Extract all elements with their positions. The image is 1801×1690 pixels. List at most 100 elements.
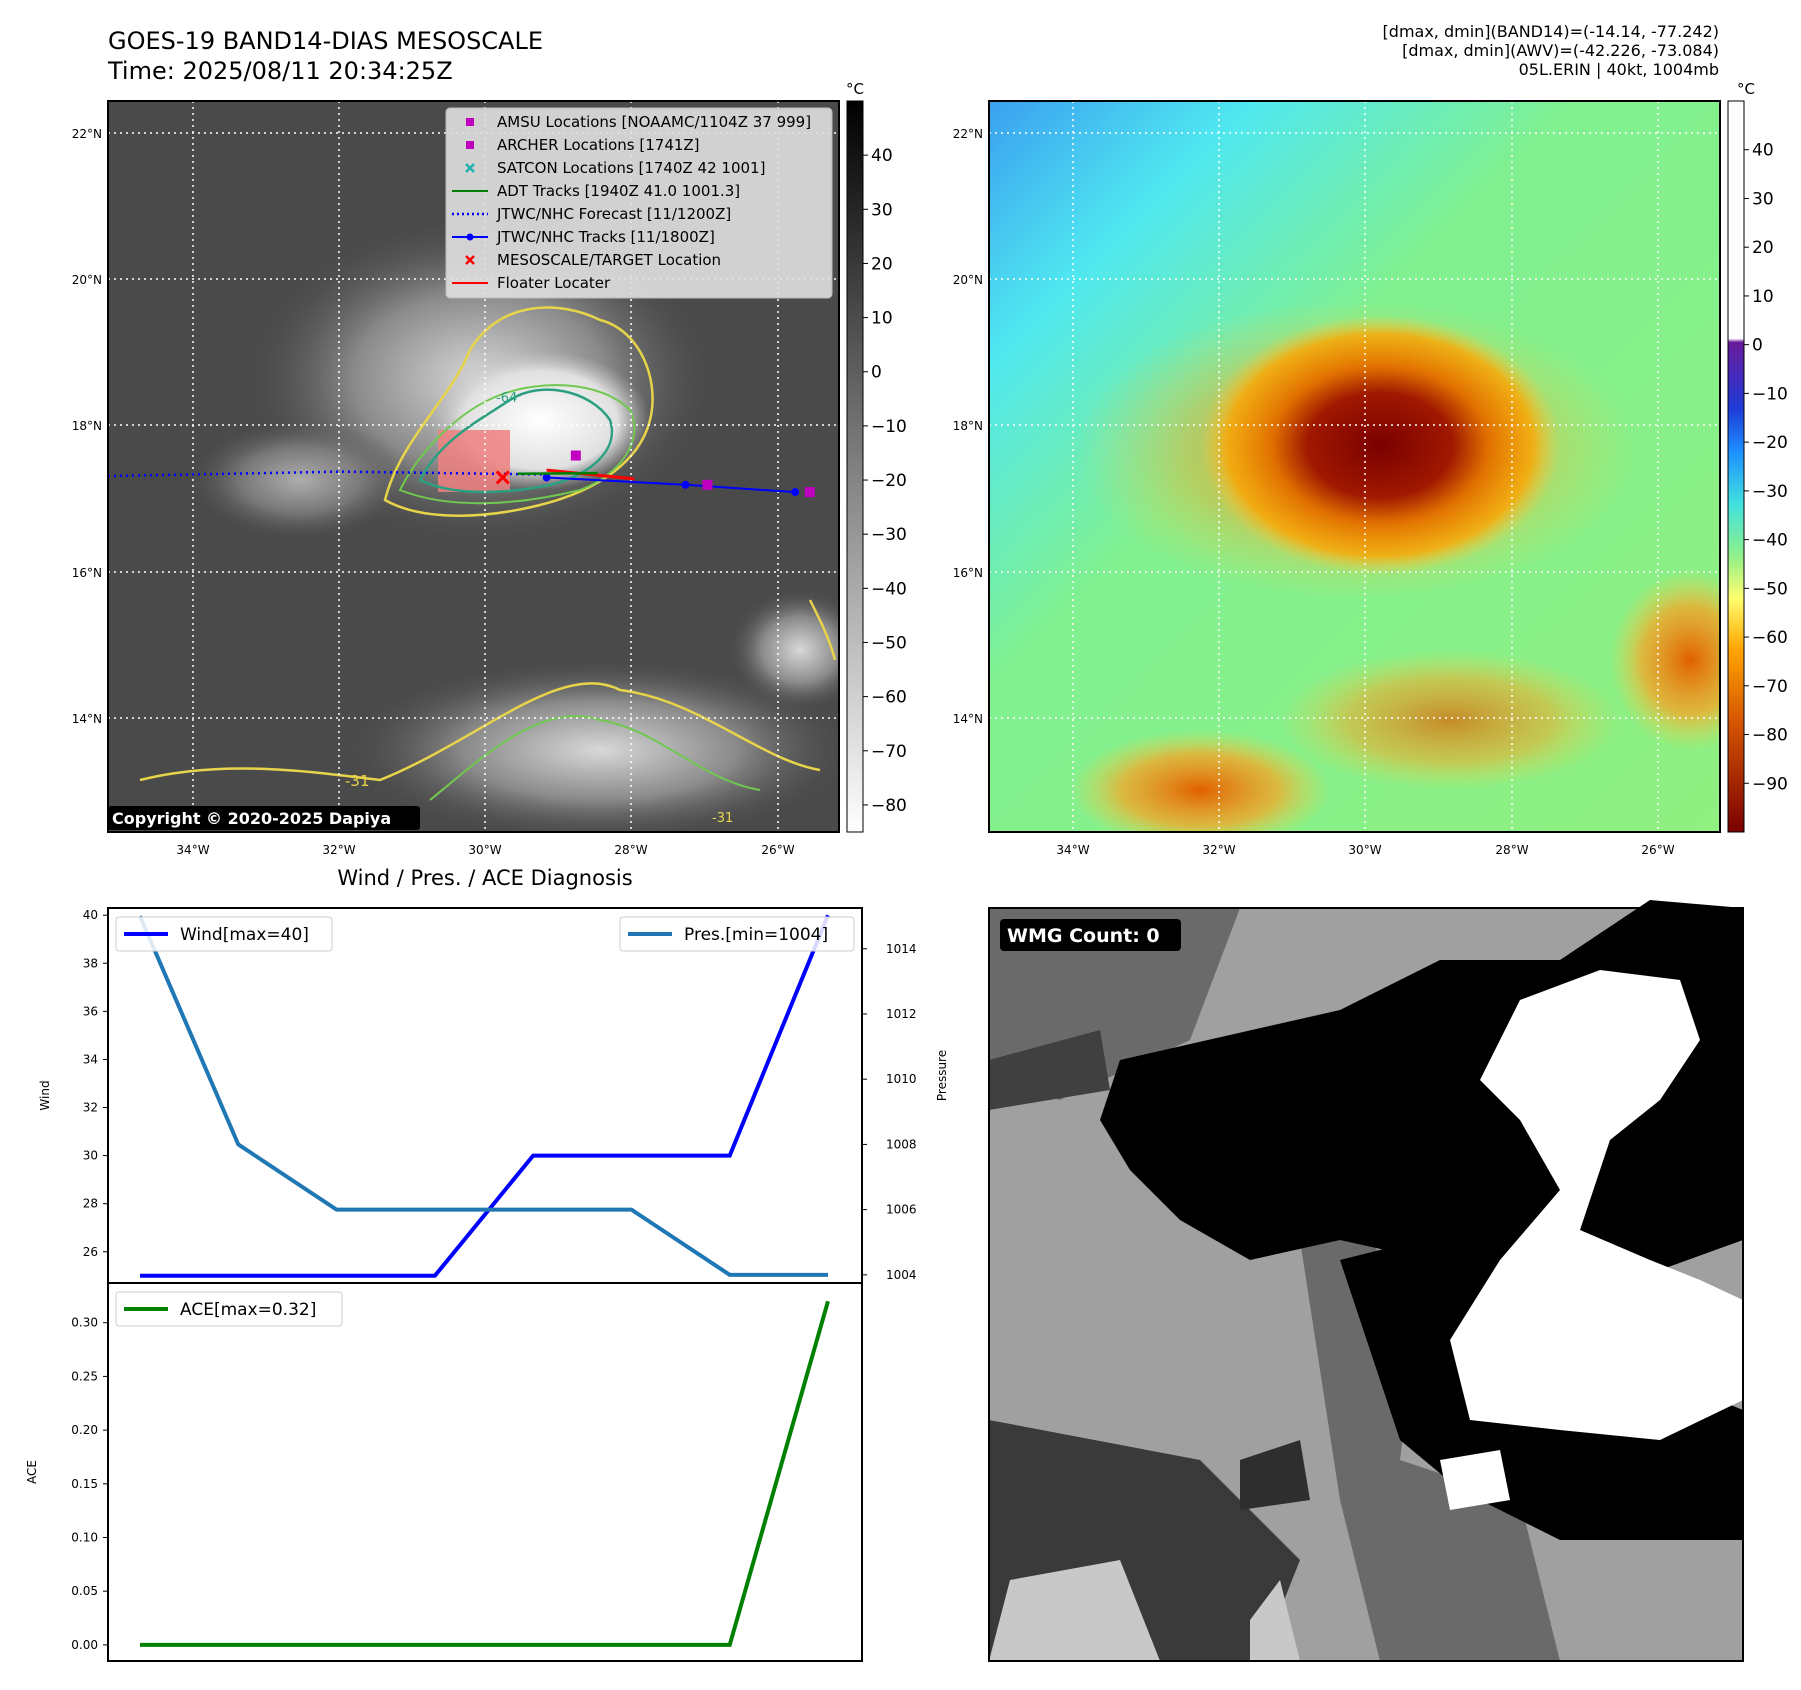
ace-axis-label: 0.15 <box>71 1477 98 1491</box>
title-line-2: Time: 2025/08/11 20:34:25Z <box>108 57 453 85</box>
colorbar-tick-label: −40 <box>1752 531 1788 551</box>
colorbar-tick-label: 30 <box>1752 189 1774 209</box>
colorbar-tick-label: −40 <box>871 579 907 599</box>
wv-storm-core <box>1200 315 1560 575</box>
floater-locater-line <box>546 468 635 481</box>
pressure-axis-label: 1008 <box>886 1137 917 1151</box>
wmg-count-box <box>1000 919 1181 951</box>
ace-axis-label: 0.05 <box>71 1584 98 1598</box>
copyright-box <box>108 806 420 830</box>
colorbar-tick-label: −30 <box>1752 482 1788 502</box>
wind-pressure-chart: 26 28 30 32 34 36 38 40 1004 1006 1008 1010 1012 1014… <box>38 907 949 1284</box>
colorbar-tick-label: −20 <box>871 471 907 491</box>
ace-chart: 0.00 0.05 0.10 0.15 0.20 0.25 0.30 ACE ACE[max=0… <box>25 1282 863 1662</box>
colorbar-tick-label: 40 <box>871 146 893 166</box>
colorbar-tick-label: 30 <box>871 200 893 220</box>
colorbar-tick-label: −90 <box>1752 774 1788 794</box>
colorbar-tick-label: −80 <box>871 796 907 816</box>
best-track-point <box>681 480 690 489</box>
target-marker <box>495 470 510 485</box>
ir-lon-label: 28°W <box>614 843 647 857</box>
legend-label: Floater Locater <box>497 274 611 292</box>
figure-title: GOES-19 BAND14-DIAS MESOSCALE Time: 2025… <box>108 26 543 86</box>
ir-lat-labels: 22°N 20°N 18°N 16°N 14°N <box>72 127 102 726</box>
legend-item: ADT Tracks [1940Z 41.0 1001.3] <box>452 182 740 200</box>
wmg-mid-grey-s <box>1300 1230 1560 1661</box>
legend-label: ADT Tracks [1940Z 41.0 1001.3] <box>497 182 740 200</box>
contour-yellow-south <box>139 682 821 782</box>
pressure-axis-label: 1010 <box>886 1072 917 1086</box>
info-line-2: [dmax, dmin](AWV)=(-42.226, -73.084) <box>1402 41 1719 60</box>
ace-axis-label: 0.30 <box>71 1316 98 1330</box>
contour-green-core <box>398 384 636 505</box>
wind-series-line <box>140 914 830 1278</box>
archer-point <box>702 479 713 490</box>
ir-cloud-east <box>730 590 839 710</box>
ace-legend-box <box>115 1291 343 1327</box>
ir-lat-label: 16°N <box>72 566 102 580</box>
map-legend: AMSU Locations [NOAAMC/1104Z 37 999] ARCH… <box>445 107 833 299</box>
info-line-3: 05L.ERIN | 40kt, 1004mb <box>1518 60 1719 79</box>
wv-lat-label: 16°N <box>953 566 983 580</box>
legend-label: SATCON Locations [1740Z 42 1001] <box>497 159 765 177</box>
colorbar-tick-label: −60 <box>1752 628 1788 648</box>
wind-axis-label: 32 <box>83 1101 98 1115</box>
wv-colorbar-ticks: 40 30 20 10 0 −10 −20 −30 −40 −50 −60 −70 −80 −90 <box>1744 141 1788 794</box>
wmg-frame <box>988 907 1744 1662</box>
wv-lat-label: 18°N <box>953 419 983 433</box>
wmg-count-label: WMG Count: 0 <box>1007 925 1160 947</box>
wmg-dark-patch <box>1240 1440 1310 1510</box>
legend-item: Floater Locater <box>452 274 611 292</box>
ir-frame <box>107 100 840 833</box>
wmg-light-sw <box>989 1560 1160 1661</box>
contour-green-south <box>429 715 761 801</box>
best-track-point <box>791 488 800 497</box>
colorbar-tick-label: −30 <box>871 525 907 545</box>
ir-lat-label: 18°N <box>72 419 102 433</box>
ace-legend-label: ACE[max=0.32] <box>180 1300 316 1320</box>
contour-label-3: -31 <box>712 811 733 826</box>
ir-cloud-west <box>190 420 410 540</box>
legend-label: JTWC/NHC Forecast [11/1200Z] <box>496 205 731 223</box>
ace-legend: ACE[max=0.32] <box>115 1291 343 1327</box>
wv-bottom-center <box>1280 650 1620 790</box>
wind-legend-label: Wind[max=40] <box>180 925 309 945</box>
legend-item: AMSU Locations [NOAAMC/1104Z 37 999] <box>466 113 811 131</box>
colorbar-tick-label: −60 <box>871 688 907 708</box>
ir-colorbar-unit: °C <box>846 80 864 98</box>
ir-lat-label: 14°N <box>72 712 102 726</box>
legend-marker <box>466 118 474 126</box>
ace-axis-title: ACE <box>25 1460 39 1484</box>
chart2-frame <box>107 1282 863 1662</box>
wind-axis-label: 34 <box>83 1052 98 1066</box>
wv-lat-label: 20°N <box>953 273 983 287</box>
ir-lon-label: 34°W <box>176 843 209 857</box>
amsu-point <box>570 450 581 461</box>
contour-label-1: -31 <box>345 772 370 790</box>
ir-colorbar <box>846 100 864 833</box>
wv-colorbar <box>1727 100 1745 833</box>
contour-teal-core <box>418 388 614 494</box>
legend-item: MESOSCALE/TARGET Location <box>465 251 721 269</box>
wv-lon-label: 30°W <box>1348 843 1381 857</box>
wind-legend: Wind[max=40] <box>115 916 333 952</box>
ir-cloud-south <box>350 660 839 832</box>
wv-lon-label: 26°W <box>1641 843 1674 857</box>
ace-axis-label: 0.00 <box>71 1638 98 1652</box>
ir-lon-labels: 34°W 32°W 30°W 28°W 26°W <box>176 843 794 857</box>
wmg-white-patch <box>1440 1450 1510 1510</box>
colorbar-tick-label: −10 <box>1752 384 1788 404</box>
legend-label: MESOSCALE/TARGET Location <box>497 251 721 269</box>
legend-item: JTWC/NHC Tracks [11/1800Z] <box>452 228 715 246</box>
legend-marker <box>465 163 475 173</box>
legend-item: ARCHER Locations [1741Z] <box>466 136 700 154</box>
colorbar-tick-label: 0 <box>1752 336 1763 356</box>
pressure-axis-title: Pressure <box>935 1050 949 1101</box>
wv-colorbar-unit: °C <box>1737 80 1755 98</box>
wv-lon-label: 32°W <box>1202 843 1235 857</box>
contour-label-2: -64 <box>496 391 517 406</box>
colorbar-tick-label: 10 <box>1752 287 1774 307</box>
wind-axis-label: 26 <box>83 1245 98 1259</box>
ir-lat-label: 22°N <box>72 127 102 141</box>
